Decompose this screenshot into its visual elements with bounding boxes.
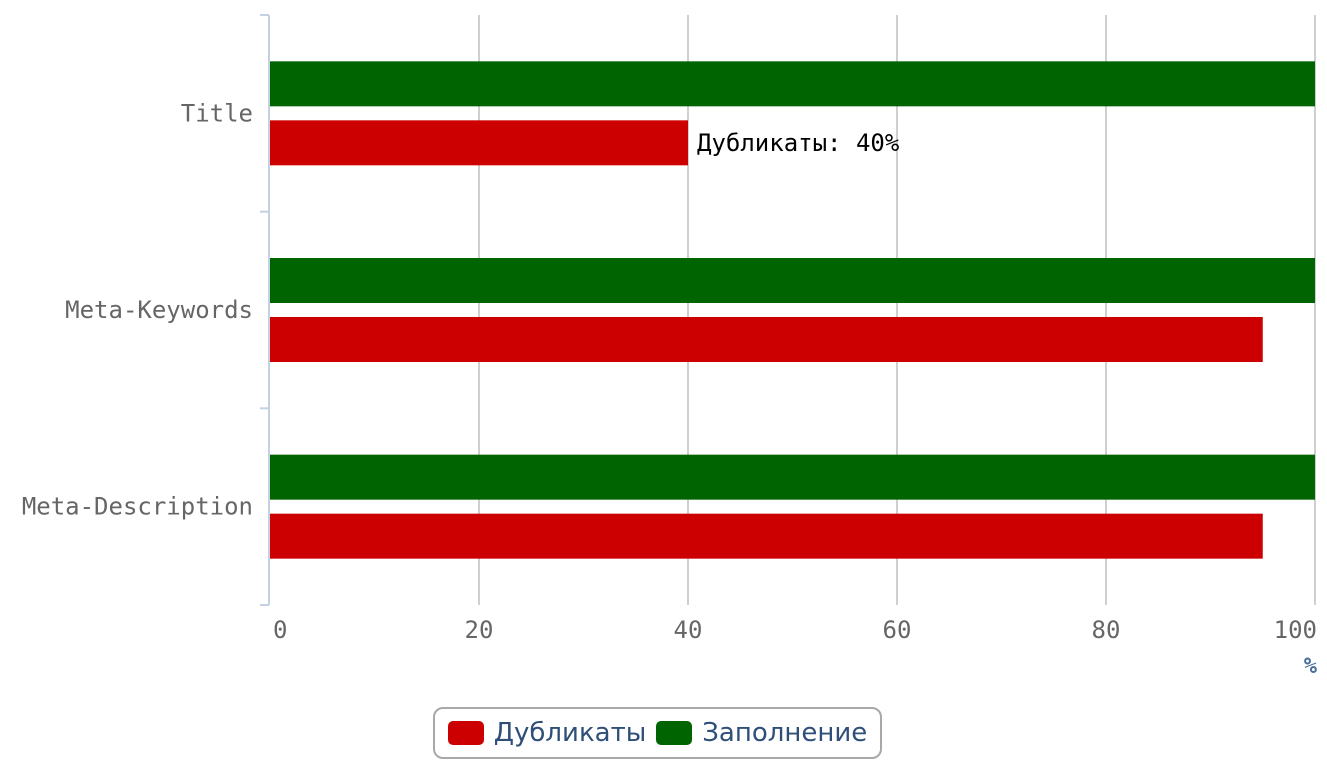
bar-meta-description-1 [270, 513, 1263, 559]
bar-meta-keywords-1 [270, 317, 1263, 362]
category-label-0: Title [181, 99, 253, 127]
bar-title-1 [270, 120, 688, 166]
legend-label-filled: Заполнение [702, 718, 868, 748]
x-tick-label-20: 20 [465, 616, 494, 644]
data-label-0: Дубликаты: 40% [697, 129, 900, 157]
category-label-1: Meta-Keywords [65, 296, 253, 324]
legend-item-duplicates[interactable]: Дубликаты [447, 718, 647, 748]
x-tick-label-40: 40 [674, 616, 703, 644]
x-tick-label-60: 60 [883, 616, 912, 644]
bar-meta-keywords-0 [270, 258, 1315, 303]
bar-meta-description-0 [270, 454, 1315, 500]
chart-legend: Дубликаты Заполнение [433, 707, 882, 759]
category-label-2: Meta-Description [22, 493, 253, 521]
x-axis-label: % [1304, 654, 1318, 679]
legend-label-duplicates: Дубликаты [493, 718, 647, 748]
x-tick-label-0: 0 [273, 616, 287, 644]
x-tick-label-80: 80 [1092, 616, 1121, 644]
legend-swatch-filled [656, 721, 693, 745]
bar-title-0 [270, 61, 1315, 107]
x-tick-label-100: 100 [1274, 616, 1317, 644]
legend-item-filled[interactable]: Заполнение [656, 718, 867, 748]
legend-swatch-duplicates [447, 721, 484, 745]
